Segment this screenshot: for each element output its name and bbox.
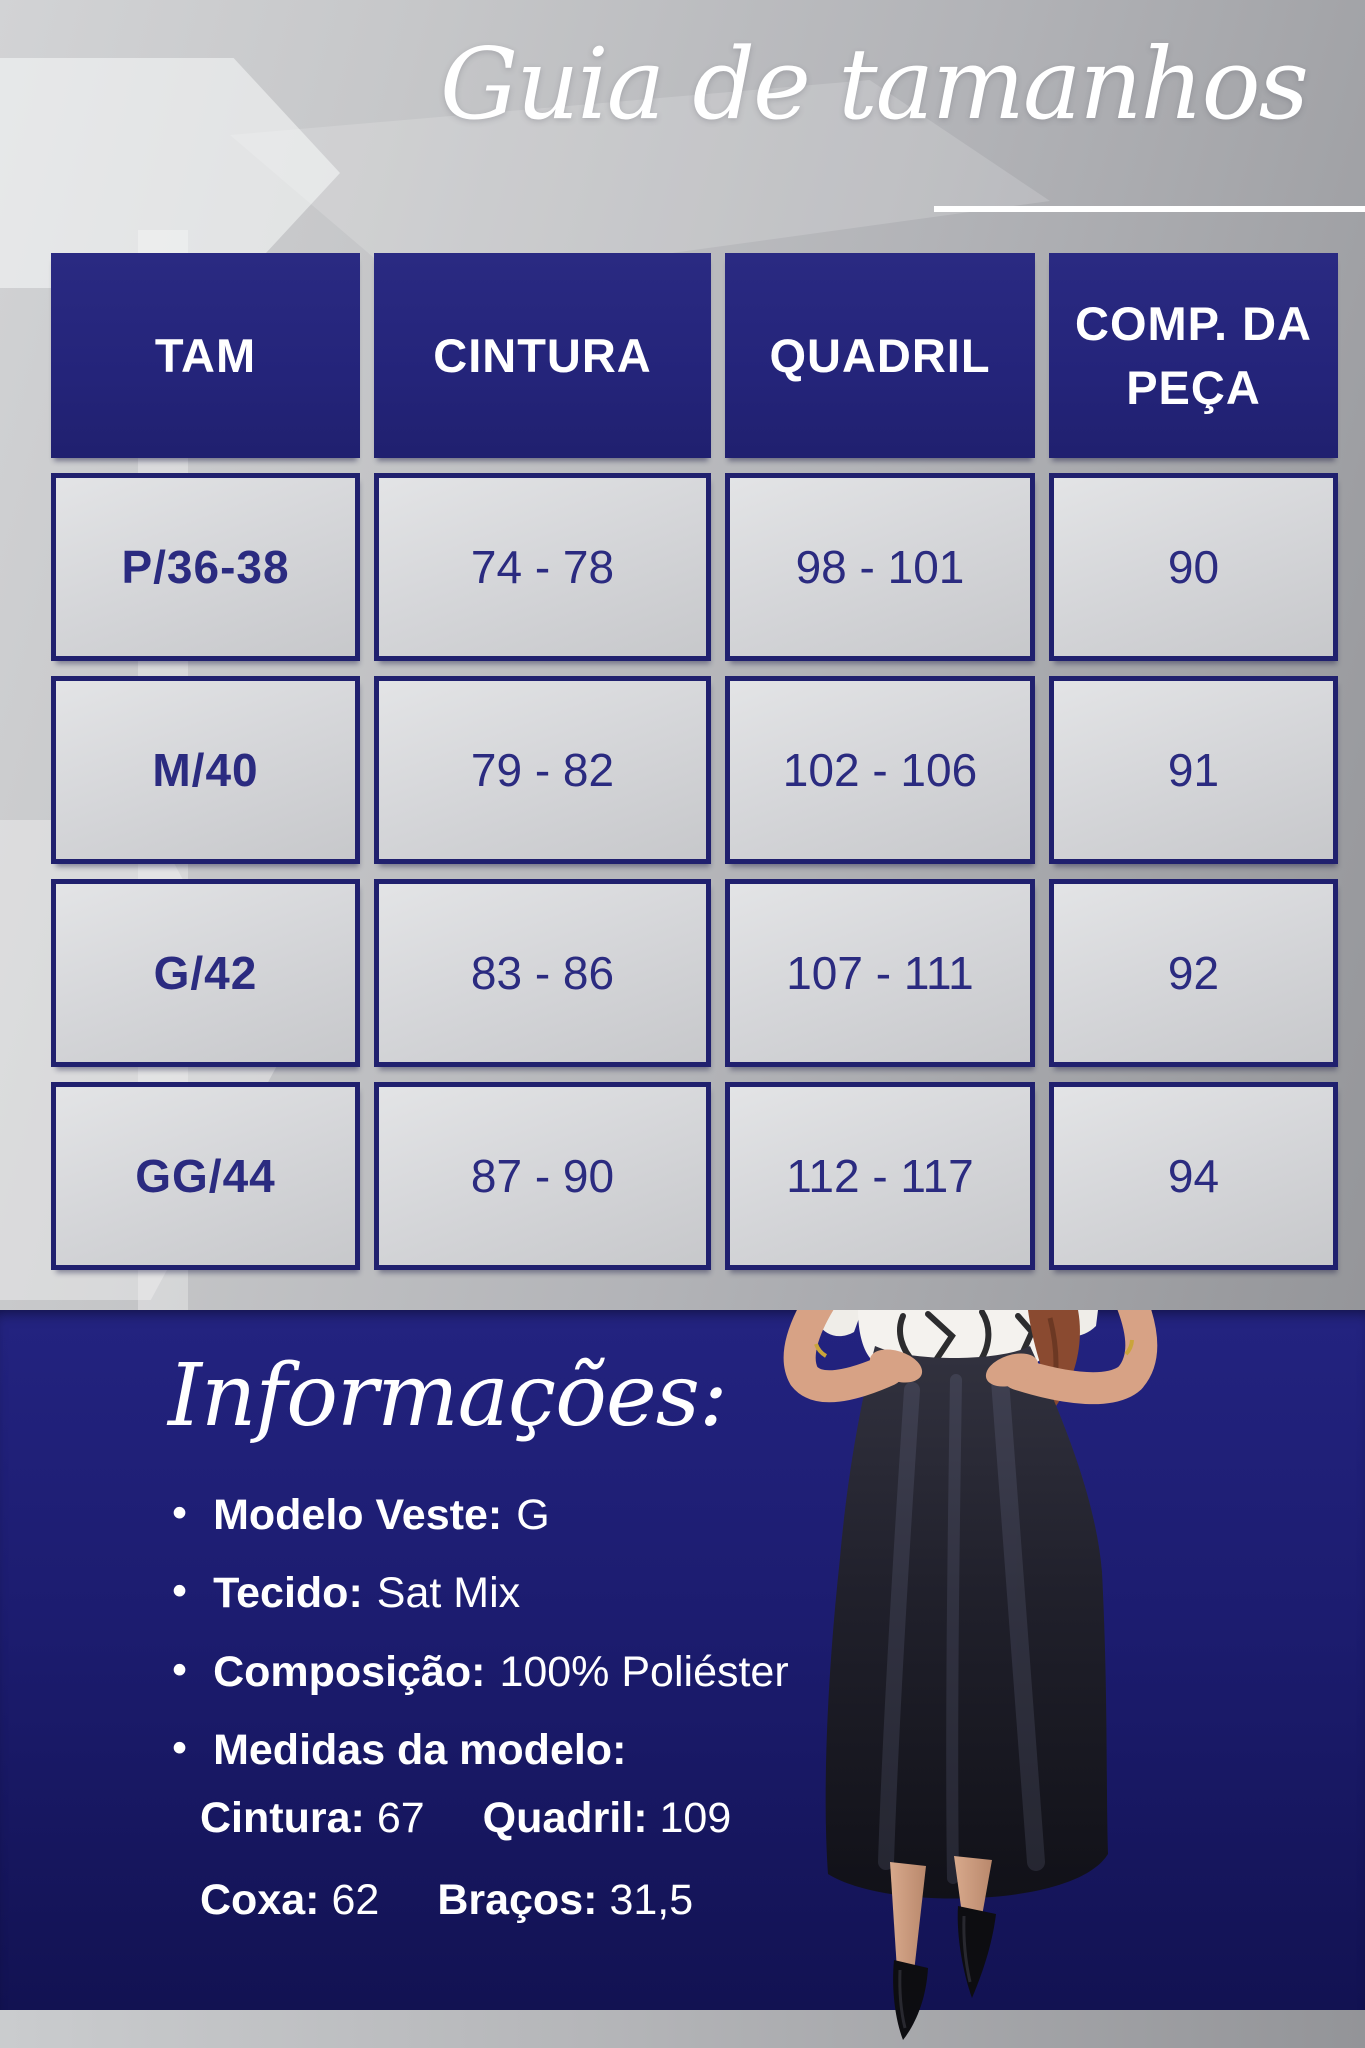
list-item-medidas: • Medidas da modelo:	[172, 1723, 789, 1774]
info-heading: Informações:	[168, 1346, 728, 1446]
info-label: Medidas da modelo:	[213, 1725, 627, 1774]
cell-cintura-m: 79 - 82	[374, 676, 711, 864]
column-header-tam: TAM	[51, 253, 360, 458]
info-value: 100% Poliéster	[499, 1647, 789, 1696]
cell-size-m: M/40	[51, 676, 360, 864]
measure-value: 31,5	[609, 1876, 694, 1924]
page-title: Guia de tamanhos	[440, 28, 1309, 142]
measure-line-1: Cintura: 67 Quadril: 109	[200, 1794, 731, 1843]
cell-cintura-p: 74 - 78	[374, 473, 711, 661]
size-table: TAM CINTURA QUADRIL COMP. DA PEÇA P/36-3…	[51, 253, 1338, 1270]
cell-cintura-g: 83 - 86	[374, 879, 711, 1067]
model-arms	[783, 1310, 1158, 1405]
measure-label: Cintura:	[200, 1794, 365, 1842]
cell-size-g: G/42	[51, 879, 360, 1067]
info-value: Sat Mix	[376, 1569, 521, 1618]
cell-comprimento-p: 90	[1049, 473, 1338, 661]
list-item-modelo-veste: • Modelo Veste: G	[172, 1489, 789, 1539]
measure-coxa: Coxa: 62	[200, 1876, 379, 1925]
column-header-quadril: QUADRIL	[725, 253, 1035, 458]
measure-label: Braços:	[437, 1876, 598, 1924]
info-label: Tecido:	[213, 1569, 363, 1618]
info-section: Informações: • Modelo Veste: G • Tecido:…	[0, 1310, 1365, 2010]
title-underline	[934, 206, 1365, 212]
cell-comprimento-m: 91	[1049, 676, 1338, 864]
measure-label: Quadril:	[482, 1794, 648, 1842]
measure-value: 62	[331, 1876, 380, 1924]
info-label: Composição:	[213, 1647, 486, 1696]
measure-quadril: Quadril: 109	[483, 1794, 732, 1843]
cell-comprimento-g: 92	[1049, 879, 1338, 1067]
cell-comprimento-gg: 94	[1049, 1082, 1338, 1270]
bullet-icon: •	[172, 1723, 188, 1772]
info-value: G	[516, 1491, 550, 1539]
cell-size-gg: GG/44	[51, 1082, 360, 1270]
model-legs	[890, 1856, 992, 1972]
model-measurements: Cintura: 67 Quadril: 109 Coxa: 62 Braços: 31…	[200, 1794, 731, 1925]
cell-cintura-gg: 87 - 90	[374, 1082, 711, 1270]
measure-value: 109	[659, 1794, 732, 1842]
column-header-comprimento: COMP. DA PEÇA	[1049, 253, 1338, 458]
bullet-icon: •	[172, 1489, 188, 1537]
measure-value: 67	[376, 1794, 425, 1842]
bullet-icon: •	[172, 1645, 188, 1694]
column-header-cintura: CINTURA	[374, 253, 711, 458]
model-photo	[783, 1310, 1158, 2040]
info-label: Modelo Veste:	[213, 1491, 503, 1539]
cell-quadril-p: 98 - 101	[725, 473, 1035, 661]
list-item-tecido: • Tecido: Sat Mix	[172, 1567, 789, 1618]
measure-cintura: Cintura: 67	[200, 1794, 425, 1843]
cell-quadril-g: 107 - 111	[725, 879, 1035, 1067]
bullet-icon: •	[172, 1567, 188, 1616]
cell-quadril-m: 102 - 106	[725, 676, 1035, 864]
info-list: • Modelo Veste: G • Tecido: Sat Mix • Co…	[172, 1489, 789, 1774]
model-skirt	[825, 1346, 1108, 1899]
cell-quadril-gg: 112 - 117	[725, 1082, 1035, 1270]
model-shoes	[893, 1906, 996, 2040]
measure-line-2: Coxa: 62 Braços: 31,5	[200, 1876, 731, 1925]
list-item-composicao: • Composição: 100% Poliéster	[172, 1645, 789, 1696]
measure-bracos: Braços: 31,5	[437, 1876, 693, 1925]
cell-size-p: P/36-38	[51, 473, 360, 661]
measure-label: Coxa:	[200, 1876, 320, 1924]
bottom-strip	[0, 2010, 1365, 2048]
